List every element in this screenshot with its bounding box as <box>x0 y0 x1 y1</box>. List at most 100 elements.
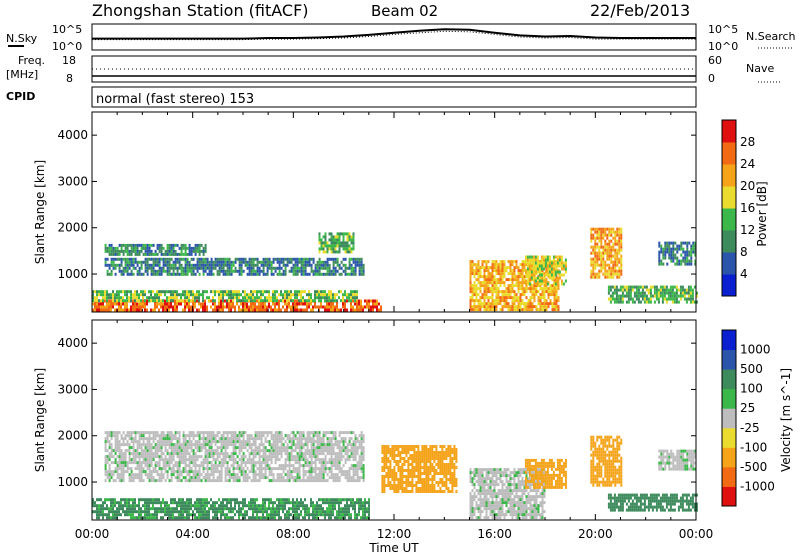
scatter-cell <box>188 249 191 253</box>
cpid-row: CPID normal (fast stereo) 153 <box>6 86 697 108</box>
scatter-cell <box>160 504 162 508</box>
scatter-cell <box>274 516 276 520</box>
scatter-cell <box>282 510 284 514</box>
scatter-cell <box>148 257 151 261</box>
scatter-cell <box>110 476 113 480</box>
scatter-cell <box>322 250 325 254</box>
scatter-cell <box>256 296 258 300</box>
scatter-cell <box>545 284 548 288</box>
scatter-cell <box>228 498 230 502</box>
scatter-cell <box>146 266 149 270</box>
scatter-cell <box>294 308 296 312</box>
scatter-cell <box>216 479 219 483</box>
scatter-cell <box>116 446 119 450</box>
scatter-cell <box>228 437 231 441</box>
scatter-cell <box>166 290 168 294</box>
scatter-cell <box>527 305 530 309</box>
scatter-cell <box>106 302 108 306</box>
scatter-cell <box>473 299 476 303</box>
scatter-cell <box>214 260 217 264</box>
scatter-cell <box>236 498 238 502</box>
scatter-cell <box>210 507 212 511</box>
scatter-cell <box>606 254 609 258</box>
scatter-cell <box>208 434 211 438</box>
scatter-cell <box>242 431 245 435</box>
scatter-cell <box>114 452 117 456</box>
scatter-cell <box>344 241 347 245</box>
scatter-cell <box>140 473 143 477</box>
scatter-cell <box>262 260 265 264</box>
scatter-cell <box>136 455 139 459</box>
scatter-cell <box>220 446 223 450</box>
scatter-cell <box>220 452 223 456</box>
scatter-cell <box>164 510 166 514</box>
scatter-cell <box>503 296 506 300</box>
scatter-cell <box>614 251 617 255</box>
scatter-cell <box>314 302 316 306</box>
scatter-cell <box>507 302 510 306</box>
scatter-cell <box>174 243 177 247</box>
scatter-cell <box>238 479 241 483</box>
scatter-cell <box>302 296 304 300</box>
scatter-cell <box>182 513 184 517</box>
scatter-cell <box>300 293 302 297</box>
scatter-cell <box>274 257 277 261</box>
scatter-cell <box>186 501 188 505</box>
scatter-cell <box>276 507 278 511</box>
scatter-cell <box>194 246 197 250</box>
scatter-cell <box>204 467 207 471</box>
scatter-cell <box>108 308 110 312</box>
scatter-cell <box>672 247 675 251</box>
scatter-cell <box>553 284 556 288</box>
scatter-cell <box>248 470 251 474</box>
scatter-cell <box>590 239 593 243</box>
scatter-cell <box>166 443 169 447</box>
scatter-cell <box>258 452 261 456</box>
scatter-cell <box>338 501 340 505</box>
scatter-cell <box>146 473 149 477</box>
scatter-cell <box>254 473 257 477</box>
scatter-cell <box>282 257 285 261</box>
scatter-cell <box>564 267 567 271</box>
scatter-cell <box>380 308 382 312</box>
scatter-cell <box>521 290 524 294</box>
scatter-cell <box>691 291 694 295</box>
scatter-cell <box>242 260 245 264</box>
scatter-cell <box>112 249 115 253</box>
scatter-cell <box>132 302 134 306</box>
scatter-cell <box>204 308 206 312</box>
scatter-cell <box>196 498 198 502</box>
scatter-cell <box>132 513 134 517</box>
scatter-cell <box>190 431 193 435</box>
scatter-cell <box>236 446 239 450</box>
scatter-cell <box>693 300 696 304</box>
scatter-cell <box>166 464 169 468</box>
scatter-cell <box>136 464 139 468</box>
scatter-cell <box>545 308 548 312</box>
scatter-cell <box>302 299 304 303</box>
scatter-cell <box>330 293 332 297</box>
scatter-cell <box>302 302 304 306</box>
scatter-cell <box>529 302 532 306</box>
scatter-cell <box>244 296 246 300</box>
scatter-cell <box>110 269 113 273</box>
scatter-cell <box>270 431 273 435</box>
scatter-cell <box>238 464 241 468</box>
scatter-cell <box>344 250 347 254</box>
scatter-cell <box>130 246 133 250</box>
scatter-cell <box>258 269 261 273</box>
scatter-cell <box>222 296 224 300</box>
scatter-cell <box>485 263 488 267</box>
scatter-cell <box>525 296 528 300</box>
scatter-cell <box>558 270 561 274</box>
scatter-cell <box>278 516 280 520</box>
scatter-cell <box>503 272 506 276</box>
scatter-cell <box>224 449 227 453</box>
scatter-cell <box>260 455 263 459</box>
scatter-cell <box>274 507 276 511</box>
scatter-cell <box>228 266 231 270</box>
scatter-cell <box>208 476 211 480</box>
scatter-cell <box>296 302 298 306</box>
scatter-cell <box>200 504 202 508</box>
